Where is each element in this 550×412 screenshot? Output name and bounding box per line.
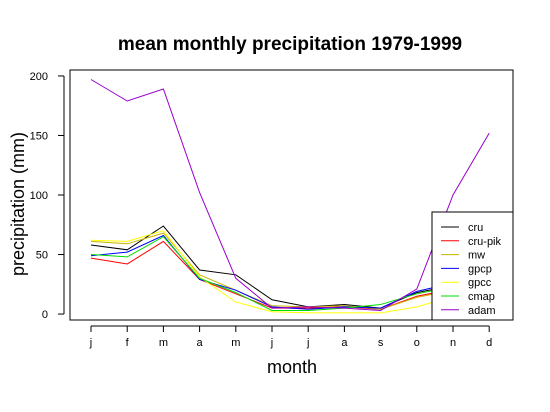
x-tick-label: j: [306, 337, 309, 349]
series-line-adam: [90, 79, 490, 312]
x-tick-label: a: [197, 337, 204, 349]
series-layer: [90, 79, 490, 314]
x-tick-label: m: [231, 337, 240, 349]
y-axis-label: precipitation (mm): [8, 132, 28, 276]
x-tick-label: m: [159, 337, 168, 349]
series-line-gpcc: [90, 230, 454, 314]
x-tick-label: j: [89, 337, 92, 349]
x-tick-label: n: [450, 337, 456, 349]
plot-frame: [69, 69, 514, 321]
legend-label-mw: mw: [468, 250, 485, 262]
x-tick-label: f: [126, 337, 130, 349]
legend-label-gpcc: gpcc: [468, 277, 492, 289]
y-tick-label: 100: [30, 190, 48, 202]
x-tick-label: j: [270, 337, 273, 349]
x-tick-label: o: [414, 337, 420, 349]
series-line-cmap: [90, 236, 454, 311]
y-tick-label: 0: [42, 309, 48, 321]
legend-label-cru-pik: cru-pik: [468, 236, 502, 248]
legend-box: [431, 211, 514, 321]
legend-label-cmap: cmap: [468, 291, 495, 303]
legend-label-cru: cru: [468, 222, 483, 234]
series-line-gpcp: [90, 234, 454, 310]
legend-label-gpcp: gpcp: [468, 263, 492, 275]
legend-label-adam: adam: [468, 305, 496, 317]
y-tick-label: 200: [30, 71, 48, 83]
x-tick-label: d: [486, 337, 492, 349]
series-line-mw: [90, 232, 454, 310]
chart-title: mean monthly precipitation 1979-1999: [118, 34, 462, 55]
x-axis-label: month: [267, 357, 317, 377]
y-axis: 0 50 100 150 200: [30, 71, 65, 321]
x-tick-label: a: [341, 337, 348, 349]
y-tick-label: 50: [36, 250, 48, 262]
y-tick-label: 150: [30, 130, 48, 142]
x-tick-label: s: [378, 337, 384, 349]
